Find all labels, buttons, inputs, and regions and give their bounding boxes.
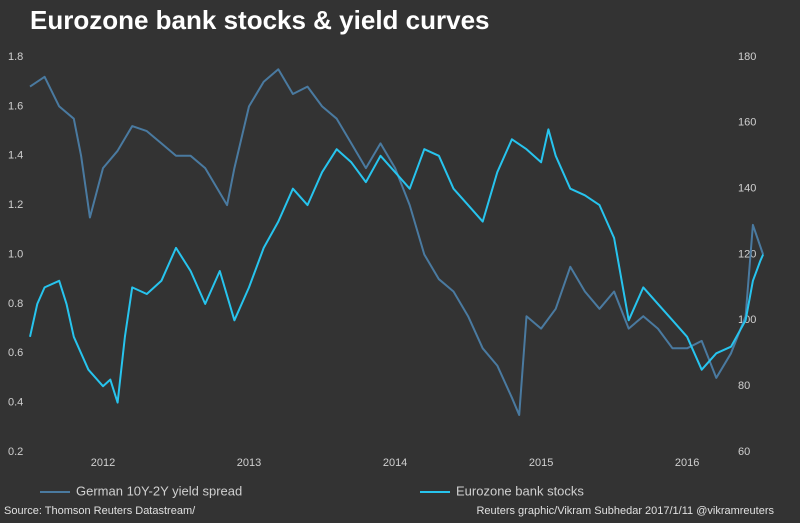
x-tick-label: 2014 (383, 457, 407, 469)
y-tick-label: 0.6 (8, 347, 23, 359)
y-tick-label: 1.4 (8, 150, 23, 162)
y-tick-label: 0.4 (8, 397, 23, 409)
x-tick-label: 2013 (237, 457, 261, 469)
y2-tick-label: 60 (738, 446, 750, 458)
chart-title: Eurozone bank stocks & yield curves (30, 5, 490, 35)
y2-tick-label: 180 (738, 51, 756, 63)
credit: Reuters graphic/Vikram Subhedar 2017/1/1… (476, 505, 774, 517)
y2-tick-label: 140 (738, 183, 756, 195)
legend-label: German 10Y-2Y yield spread (76, 483, 242, 498)
source: Source: Thomson Reuters Datastream/ (4, 505, 196, 517)
y2-tick-label: 120 (738, 248, 756, 260)
legend-label: Eurozone bank stocks (456, 483, 584, 498)
y2-tick-label: 160 (738, 117, 756, 129)
y-tick-label: 0.2 (8, 446, 23, 458)
x-tick-label: 2012 (91, 457, 115, 469)
series-line (29, 68, 765, 416)
x-tick-label: 2015 (529, 457, 553, 469)
y-tick-label: 1.6 (8, 100, 23, 112)
y-tick-label: 1.2 (8, 199, 23, 211)
y2-tick-label: 80 (738, 380, 750, 392)
x-tick-label: 2016 (675, 457, 699, 469)
series-line (29, 128, 765, 404)
y-tick-label: 0.8 (8, 298, 23, 310)
y-tick-label: 1.8 (8, 51, 23, 63)
y-tick-label: 1.0 (8, 248, 23, 260)
